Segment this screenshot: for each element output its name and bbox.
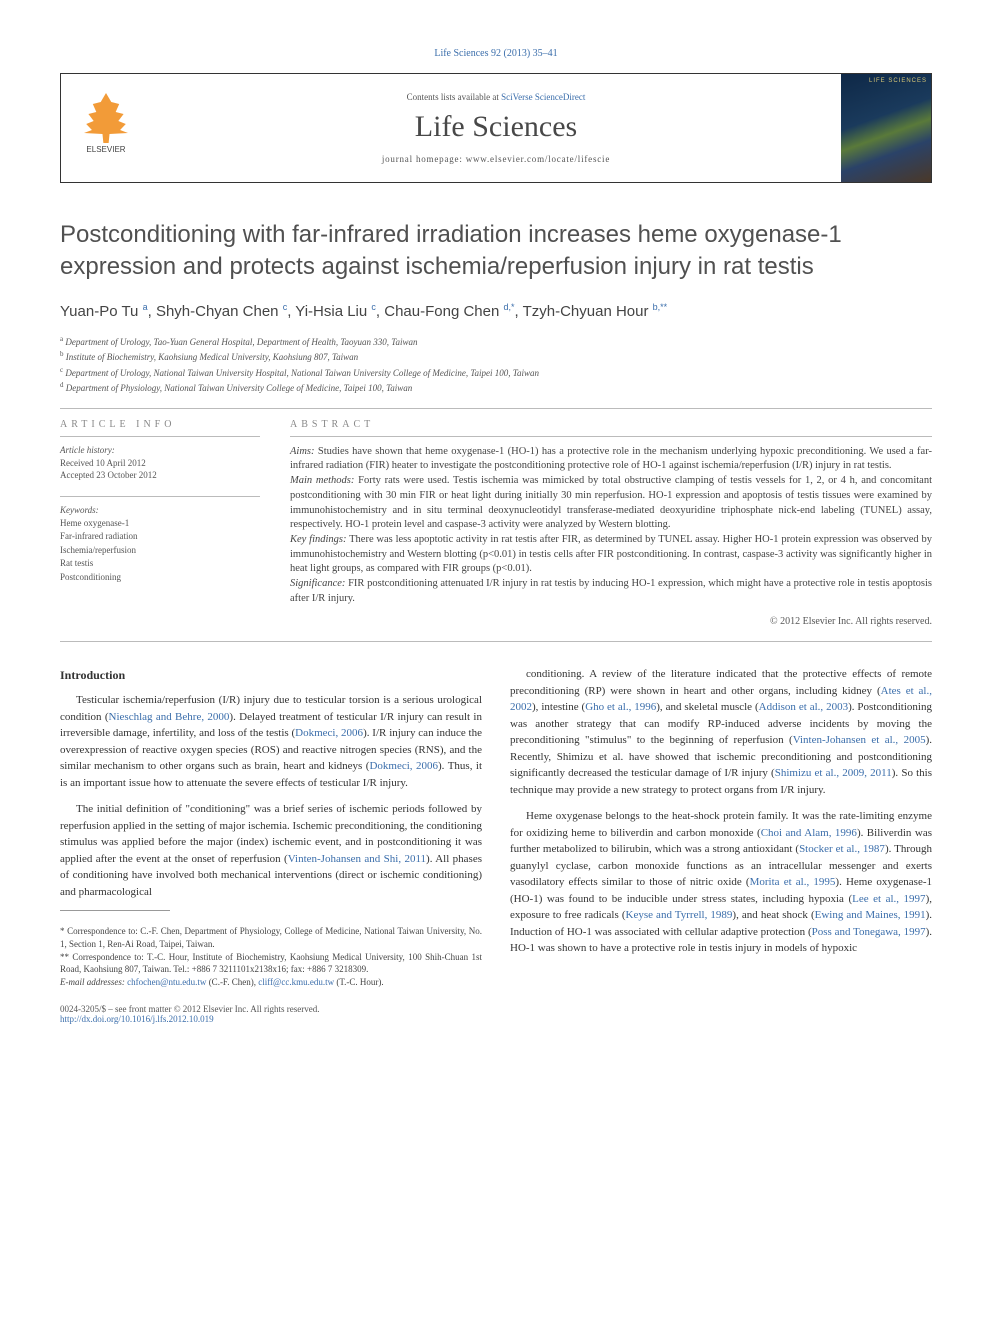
footnote-rule xyxy=(60,910,170,911)
footnotes: * Correspondence to: C.-F. Chen, Departm… xyxy=(60,925,482,988)
abstract-subrule xyxy=(290,436,932,437)
footnote-2: ** Correspondence to: T.-C. Hour, Instit… xyxy=(60,951,482,976)
top-rule xyxy=(60,408,932,409)
methods-label: Main methods: xyxy=(290,475,354,486)
elsevier-tree-icon xyxy=(84,93,128,143)
footnote-emails: E-mail addresses: chfochen@ntu.edu.tw (C… xyxy=(60,976,482,989)
affiliation-a: a Department of Urology, Tao-Yuan Genera… xyxy=(60,334,932,350)
publisher-logo-box: ELSEVIER xyxy=(61,74,151,182)
abstract-body: Aims: Studies have shown that heme oxyge… xyxy=(290,445,932,607)
ref-link-8[interactable]: Vinten-Johansen et al., 2005 xyxy=(793,734,926,746)
doi-link[interactable]: http://dx.doi.org/10.1016/j.lfs.2012.10.… xyxy=(60,1014,214,1024)
ref-link-13[interactable]: Lee et al., 1997 xyxy=(852,893,925,905)
findings-label: Key findings: xyxy=(290,534,346,545)
methods-text: Forty rats were used. Testis ischemia wa… xyxy=(290,475,932,530)
intro-para-4: Heme oxygenase belongs to the heat-shock… xyxy=(510,808,932,957)
ref-link-15[interactable]: Ewing and Maines, 1991 xyxy=(815,909,926,921)
keyword-2: Far-infrared radiation xyxy=(60,530,260,544)
elsevier-logo: ELSEVIER xyxy=(78,93,134,163)
significance-text: FIR postconditioning attenuated I/R inju… xyxy=(290,578,932,604)
ref-link-16[interactable]: Poss and Tonegawa, 1997 xyxy=(812,926,926,938)
ref-link-11[interactable]: Stocker et al., 1987 xyxy=(799,843,885,855)
journal-name: Life Sciences xyxy=(415,110,577,144)
aims-label: Aims: xyxy=(290,446,315,457)
abstract-copyright: © 2012 Elsevier Inc. All rights reserved… xyxy=(290,616,932,627)
ref-link-7[interactable]: Addison et al., 2003 xyxy=(759,701,848,713)
journal-cover-thumb: LIFE SCIENCES xyxy=(841,74,931,182)
author-list: Yuan-Po Tu a, Shyh-Chyan Chen c, Yi-Hsia… xyxy=(60,302,932,320)
ref-link-12[interactable]: Morita et al., 1995 xyxy=(750,876,836,888)
keyword-5: Postconditioning xyxy=(60,571,260,585)
abstract-column: ABSTRACT Aims: Studies have shown that h… xyxy=(290,419,932,628)
contents-available-line: Contents lists available at SciVerse Sci… xyxy=(407,92,586,102)
affiliation-b: b Institute of Biochemistry, Kaohsiung M… xyxy=(60,349,932,365)
keyword-1: Heme oxygenase-1 xyxy=(60,517,260,531)
keywords-list: Heme oxygenase-1 Far-infrared radiation … xyxy=(60,517,260,585)
cover-label: LIFE SCIENCES xyxy=(869,78,927,84)
intro-para-2: The initial definition of "conditioning"… xyxy=(60,801,482,900)
mid-rule xyxy=(60,641,932,642)
contents-available-prefix: Contents lists available at xyxy=(407,92,501,102)
article-title: Postconditioning with far-infrared irrad… xyxy=(60,219,932,284)
ref-link-6[interactable]: Gho et al., 1996 xyxy=(585,701,656,713)
journal-homepage-line: journal homepage: www.elsevier.com/locat… xyxy=(382,154,610,164)
affiliation-d: d Department of Physiology, National Tai… xyxy=(60,380,932,396)
significance-label: Significance: xyxy=(290,578,345,589)
intro-heading: Introduction xyxy=(60,666,482,684)
sciverse-link[interactable]: SciVerse ScienceDirect xyxy=(501,92,585,102)
findings-text: There was less apoptotic activity in rat… xyxy=(290,534,932,574)
author-2: Shyh-Chyan Chen c xyxy=(156,303,287,320)
ref-link-10[interactable]: Choi and Alam, 1996 xyxy=(761,827,857,839)
keyword-3: Ischemia/reperfusion xyxy=(60,544,260,558)
history-label: Article history: xyxy=(60,445,260,455)
ref-link-14[interactable]: Keyse and Tyrrell, 1989 xyxy=(626,909,733,921)
intro-para-1: Testicular ischemia/reperfusion (I/R) in… xyxy=(60,692,482,791)
publisher-name: ELSEVIER xyxy=(86,145,125,154)
keyword-4: Rat testis xyxy=(60,557,260,571)
body-columns: Introduction Testicular ischemia/reperfu… xyxy=(60,666,932,988)
accepted-date: Accepted 23 October 2012 xyxy=(60,469,260,482)
ref-link-1[interactable]: Nieschlag and Behre, 2000 xyxy=(109,711,230,723)
info-subrule-1 xyxy=(60,436,260,437)
author-5: Tzyh-Chyuan Hour b,** xyxy=(523,303,668,320)
keywords-label: Keywords: xyxy=(60,505,260,515)
footer-copyright: 0024-3205/$ – see front matter © 2012 El… xyxy=(60,1004,932,1014)
author-4: Chau-Fong Chen d,* xyxy=(384,303,514,320)
article-info-heading: ARTICLE INFO xyxy=(60,419,260,430)
email-link-2[interactable]: cliff@cc.kmu.edu.tw xyxy=(258,977,334,987)
author-3: Yi-Hsia Liu c xyxy=(295,303,376,320)
journal-header-center: Contents lists available at SciVerse Sci… xyxy=(151,74,841,182)
intro-para-3: conditioning. A review of the literature… xyxy=(510,666,932,798)
header-citation: Life Sciences 92 (2013) 35–41 xyxy=(60,48,932,59)
footnote-1: * Correspondence to: C.-F. Chen, Departm… xyxy=(60,925,482,950)
ref-link-4[interactable]: Vinten-Johansen and Shi, 2011 xyxy=(288,853,426,865)
article-info-column: ARTICLE INFO Article history: Received 1… xyxy=(60,419,260,628)
info-subrule-2 xyxy=(60,496,260,497)
abstract-heading: ABSTRACT xyxy=(290,419,932,430)
aims-text: Studies have shown that heme oxygenase-1… xyxy=(290,446,932,472)
ref-link-9[interactable]: Shimizu et al., 2009, 2011 xyxy=(775,767,892,779)
affiliation-list: a Department of Urology, Tao-Yuan Genera… xyxy=(60,334,932,396)
ref-link-2[interactable]: Dokmeci, 2006 xyxy=(295,727,363,739)
email-link-1[interactable]: chfochen@ntu.edu.tw xyxy=(127,977,206,987)
page-footer: 0024-3205/$ – see front matter © 2012 El… xyxy=(60,1004,932,1024)
received-date: Received 10 April 2012 xyxy=(60,457,260,470)
author-1: Yuan-Po Tu a xyxy=(60,303,148,320)
journal-header: ELSEVIER Contents lists available at Sci… xyxy=(60,73,932,183)
affiliation-c: c Department of Urology, National Taiwan… xyxy=(60,365,932,381)
ref-link-3[interactable]: Dokmeci, 2006 xyxy=(369,760,438,772)
